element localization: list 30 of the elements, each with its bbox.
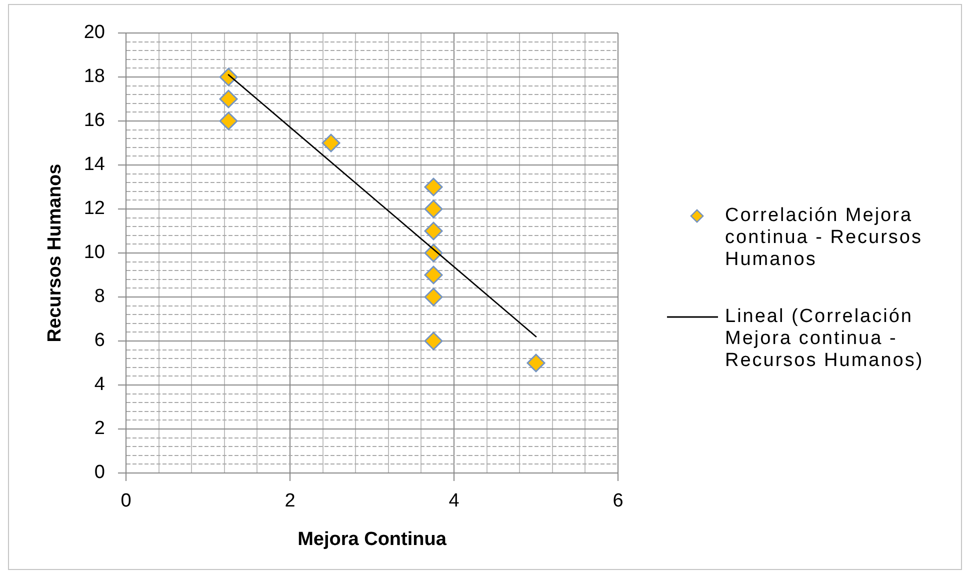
y-tick-label: 16 — [84, 110, 105, 132]
legend-label: Correlación Mejora continua - Recursos Humanos — [725, 205, 922, 270]
y-tick-label: 18 — [84, 66, 105, 88]
point — [322, 134, 340, 152]
x-axis-title: Mejora Continua — [298, 528, 447, 550]
y-axis-title: Recursos Humanos — [44, 164, 66, 342]
point — [424, 222, 443, 240]
y-tick-label: 8 — [94, 286, 105, 308]
point — [424, 266, 443, 284]
point — [219, 90, 238, 108]
y-tick-label: 2 — [94, 418, 105, 440]
point — [526, 354, 546, 372]
y-tick-label: 14 — [84, 154, 106, 176]
point — [424, 178, 443, 196]
point — [424, 288, 443, 306]
y-tick-label: 20 — [84, 22, 105, 44]
legend-label: Lineal (Correlación Mejora continua - Recursos Humanos) — [725, 306, 924, 372]
y-tick-label: 12 — [84, 198, 105, 220]
x-tick-label: 6 — [612, 490, 624, 512]
x-tick-label: 0 — [120, 490, 132, 512]
point — [219, 68, 238, 86]
x-tick-label: 2 — [284, 490, 296, 512]
y-tick-label: 4 — [94, 374, 106, 396]
point — [424, 332, 443, 350]
point — [219, 112, 238, 130]
point — [424, 200, 443, 218]
y-tick-label: 0 — [94, 462, 105, 484]
y-tick-label: 6 — [94, 330, 105, 352]
x-tick-label: 4 — [448, 490, 460, 512]
y-tick-label: 10 — [84, 242, 105, 264]
